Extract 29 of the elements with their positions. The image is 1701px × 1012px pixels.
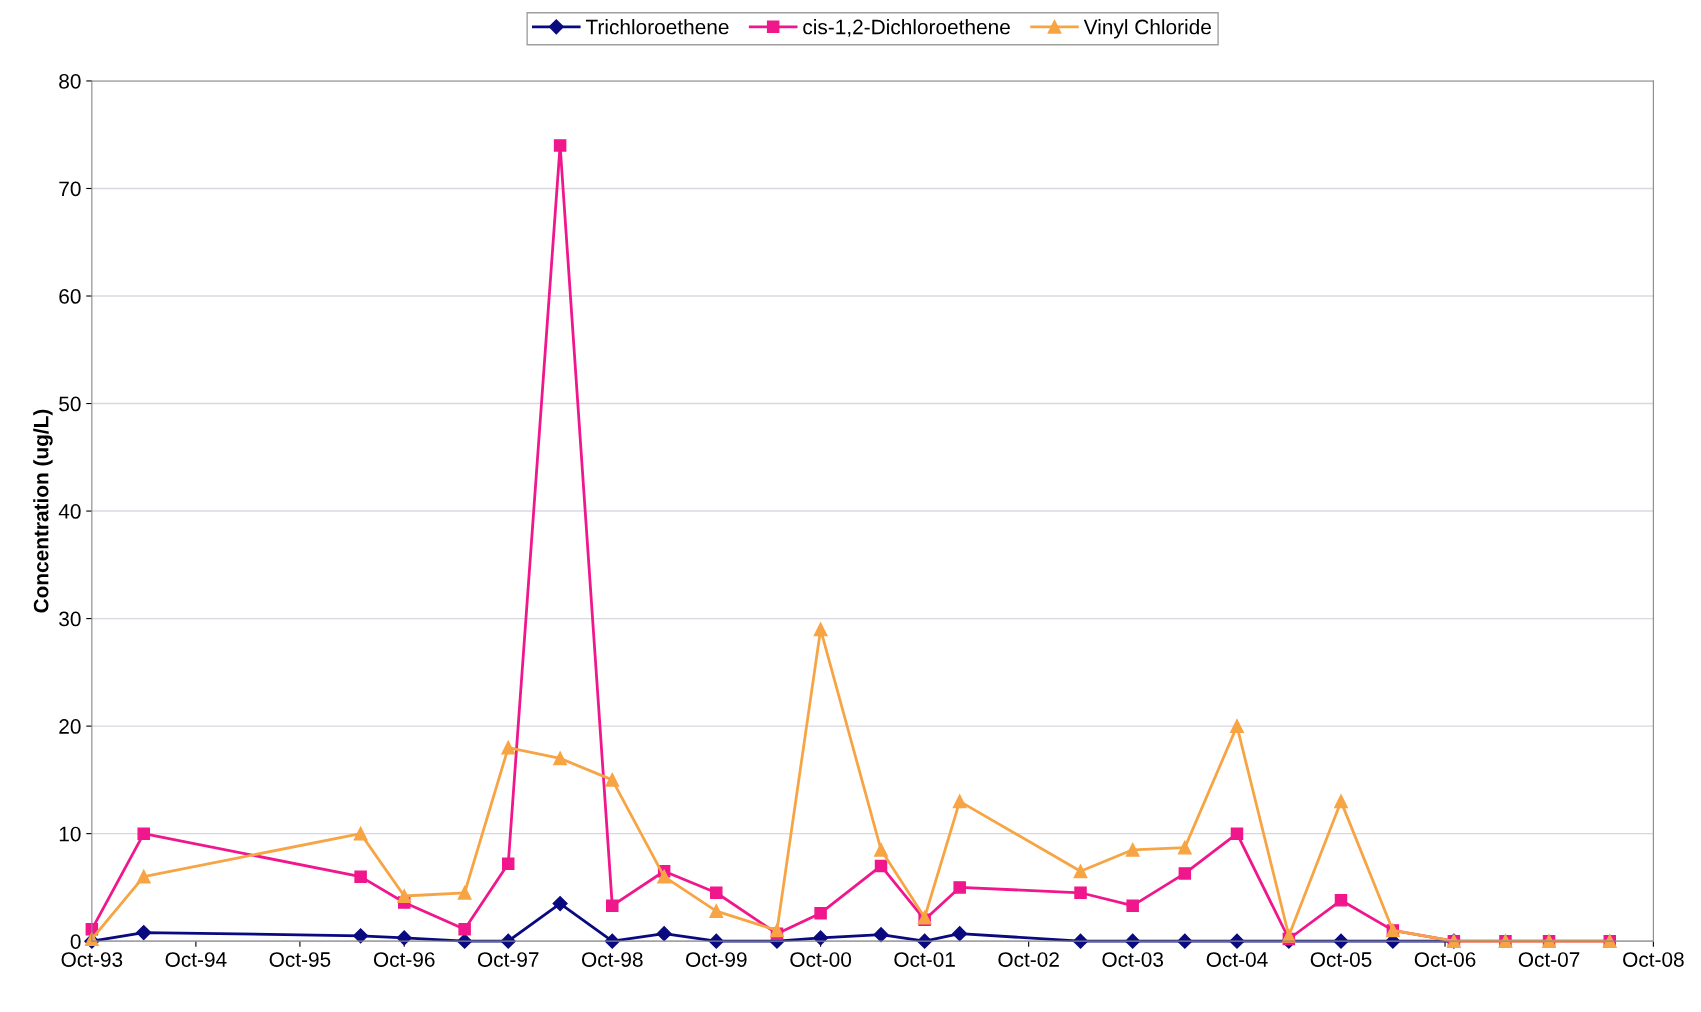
- x-tick-label: Oct-99: [686, 952, 747, 967]
- y-tick-label: 10: [59, 826, 81, 842]
- x-tick-label: Oct-07: [1518, 952, 1580, 967]
- y-tick-label: 40: [58, 504, 81, 519]
- x-tick-label: Oct-05: [1310, 952, 1372, 967]
- x-tick-label: Oct-98: [581, 952, 643, 967]
- x-tick-label: Oct-97: [477, 952, 539, 967]
- x-tick-label: Oct-08: [1623, 952, 1684, 967]
- y-tick-label: 60: [59, 289, 81, 304]
- legend-label: cis-1,2-Dichloroethene: [803, 19, 1010, 37]
- y-tick-label: 0: [70, 934, 81, 949]
- legend-label: Trichloroethene: [585, 19, 729, 35]
- y-axis-title: Concentration (ug/L): [33, 409, 53, 613]
- x-tick-label: Oct-93: [61, 952, 123, 967]
- x-tick-label: Oct-02: [998, 952, 1059, 967]
- y-tick-label: 30: [59, 611, 81, 627]
- x-tick-label: Oct-95: [269, 952, 331, 967]
- y-tick-label: 70: [59, 181, 81, 197]
- x-tick-label: Oct-96: [373, 952, 435, 967]
- x-tick-label: Oct-06: [1414, 952, 1476, 967]
- x-tick-label: Oct-00: [790, 952, 852, 967]
- x-tick-label: Oct-01: [894, 952, 955, 967]
- x-tick-label: Oct-03: [1102, 952, 1164, 967]
- legend-label: Vinyl Chloride: [1083, 19, 1211, 39]
- y-tick-label: 80: [59, 73, 81, 89]
- x-tick-label: Oct-94: [165, 952, 227, 967]
- y-tick-label: 20: [59, 719, 81, 734]
- x-tick-label: Oct-04: [1206, 952, 1268, 967]
- y-tick-label: 50: [59, 396, 81, 412]
